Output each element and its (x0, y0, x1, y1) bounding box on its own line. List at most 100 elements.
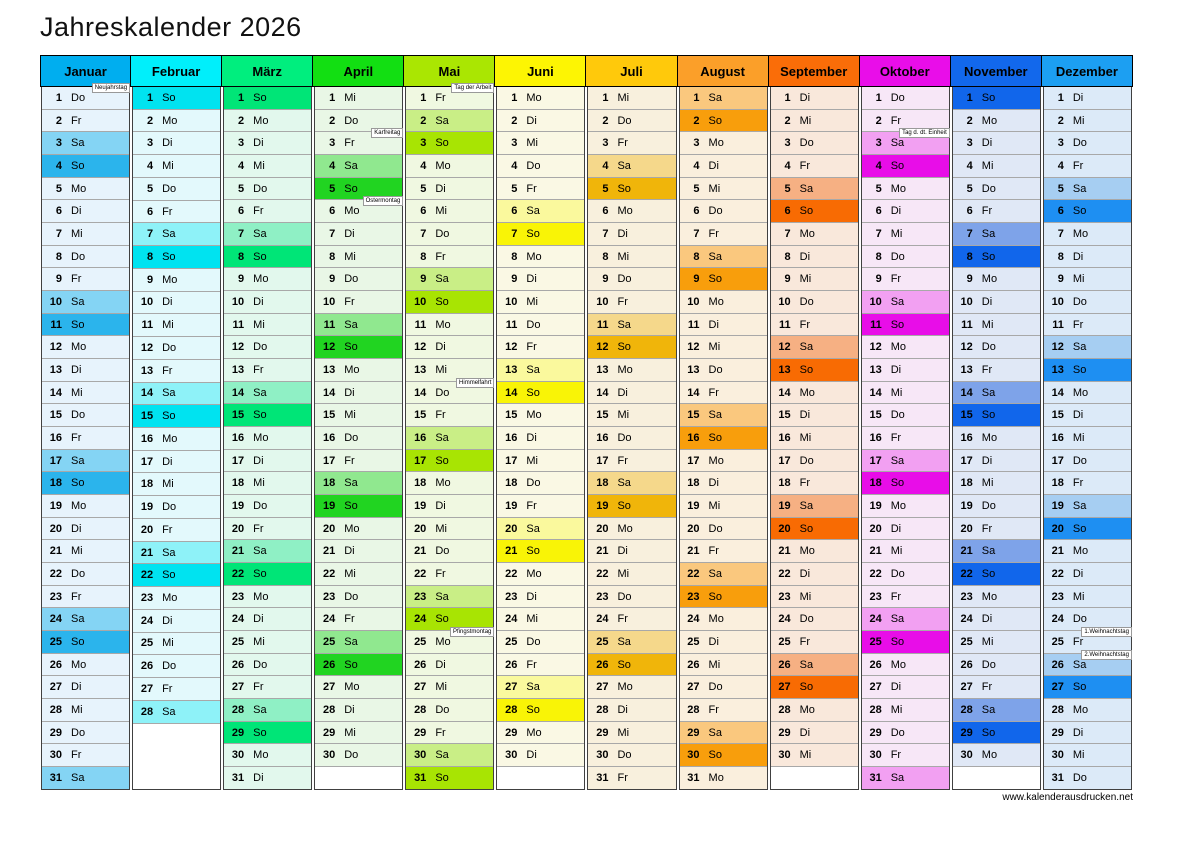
day-cell: 16 Di (497, 427, 585, 450)
weekday-label: Do (1072, 771, 1087, 784)
day-cell: 4 Fr (770, 155, 858, 178)
day-cell: 18 So (42, 472, 130, 496)
day-number: 22 (505, 567, 518, 580)
day-cell: 11 Do (497, 313, 585, 337)
day-cell: 23 Mi (770, 585, 858, 609)
day-number: 15 (960, 409, 973, 422)
weekday-label: Sa (708, 726, 723, 739)
weekday-label: Fr (617, 454, 628, 467)
day-cell: 5 So (588, 177, 676, 201)
weekday-label: Do (890, 91, 905, 104)
weekday-label: Sa (71, 454, 85, 467)
weekday-label: Do (799, 137, 814, 150)
day-number: 12 (869, 341, 882, 354)
day-number: 18 (687, 477, 700, 490)
day-cell: 20 Fr (133, 518, 221, 542)
day-number: 28 (505, 703, 518, 716)
weekday-label: So (981, 567, 996, 580)
day-number: 25 (687, 635, 700, 648)
day-number: 19 (1051, 499, 1064, 512)
day-number: 24 (778, 613, 791, 626)
day-cell: 6 So (770, 200, 858, 224)
day-cell: 23 Mi (1043, 585, 1131, 609)
weekday-label: Mo (617, 522, 633, 535)
day-cell: 29 Mi (588, 721, 676, 745)
day-number: 31 (1051, 771, 1064, 784)
day-number: 25 (778, 635, 791, 648)
weekday-label: Fr (890, 431, 902, 444)
day-cell: 13 Fr (224, 359, 312, 382)
day-number: 19 (322, 499, 336, 512)
footer-url[interactable]: www.kalenderausdrucken.net (1002, 792, 1133, 803)
day-cell: 16 Mi (770, 427, 858, 450)
weekday-label: Mi (1072, 431, 1085, 444)
weekday-label: So (344, 499, 358, 512)
day-cell: 17 Do (1043, 449, 1131, 473)
day-number: 27 (960, 681, 973, 694)
day-cell: 11 Mi (133, 314, 221, 338)
day-cell: 28 Di (588, 699, 676, 722)
day-number: 28 (960, 703, 973, 716)
weekday-label: Do (71, 726, 86, 739)
day-number: 29 (1051, 726, 1064, 739)
day-cell: 25 Mo Pfingstmontag (406, 627, 495, 654)
day-cell: 18 Fr (770, 472, 858, 496)
day-number: 26 (778, 658, 791, 671)
holiday-label: Tag der Arbeit (451, 83, 495, 93)
day-cell: 30 Do (315, 744, 403, 768)
weekday-label: Sa (1072, 658, 1087, 671)
weekday-label: Sa (708, 409, 723, 422)
day-cell: 14 Mi (861, 381, 949, 405)
holiday-label: Neujahrstag (91, 83, 131, 93)
weekday-label: Do (344, 431, 359, 444)
day-cell: 21 Do (406, 540, 494, 564)
weekday-label: Mi (71, 227, 83, 240)
month-header: Dezember (1041, 55, 1133, 87)
day-number: 6 (966, 205, 973, 218)
day-cell: 2 Fr (42, 109, 130, 133)
day-number: 16 (596, 431, 609, 444)
weekday-label: Do (253, 341, 268, 354)
day-number: 3 (329, 137, 336, 150)
day-number: 13 (869, 363, 882, 376)
day-cell: 16 Do (315, 427, 403, 450)
day-cell: 23 Mo (133, 587, 221, 610)
weekday-label: Di (981, 295, 993, 308)
holiday-label: Tag d. dt. Einheit (899, 128, 950, 139)
weekday-label: Mo (253, 114, 269, 127)
weekday-label: Sa (435, 749, 449, 762)
day-cell: 21 Mo (770, 540, 858, 564)
day-number: 5 (55, 182, 62, 195)
day-number: 10 (322, 295, 336, 308)
month-header: April (313, 55, 405, 87)
day-number: 18 (414, 477, 427, 490)
day-number: 11 (870, 318, 882, 331)
day-cell: 25 Do (497, 631, 585, 654)
day-number: 24 (505, 613, 518, 626)
weekday-label: Fr (617, 771, 628, 784)
weekday-label: Di (981, 613, 993, 626)
day-cell: 3 So (406, 132, 494, 156)
day-cell: 26 Do (224, 653, 312, 677)
weekday-label: Di (617, 227, 628, 240)
day-cell: 20 Do (679, 517, 767, 541)
weekday-label: Do (71, 91, 86, 104)
day-number: 21 (1051, 545, 1064, 558)
day-number: 11 (1052, 318, 1064, 331)
weekday-label: Mo (1072, 386, 1089, 399)
day-number: 27 (778, 681, 791, 694)
day-cell: 15 Do (861, 404, 949, 428)
weekday-label: Mi (617, 250, 630, 263)
day-cell: 17 Mo (679, 449, 767, 473)
weekday-label: Mi (799, 590, 812, 603)
day-cell: 30 Do (588, 744, 676, 768)
day-cell: 26 Mo (861, 653, 949, 677)
holiday-label: 2.Weihnachtstag (1081, 649, 1132, 660)
day-cell: 22 Mi (588, 563, 676, 586)
weekday-label: Sa (526, 522, 540, 535)
weekday-label: Do (617, 114, 632, 127)
day-cell: 14 Mi (42, 381, 130, 405)
weekday-label: Mi (344, 726, 356, 739)
day-number: 29 (505, 726, 518, 739)
day-number: 23 (869, 590, 882, 603)
